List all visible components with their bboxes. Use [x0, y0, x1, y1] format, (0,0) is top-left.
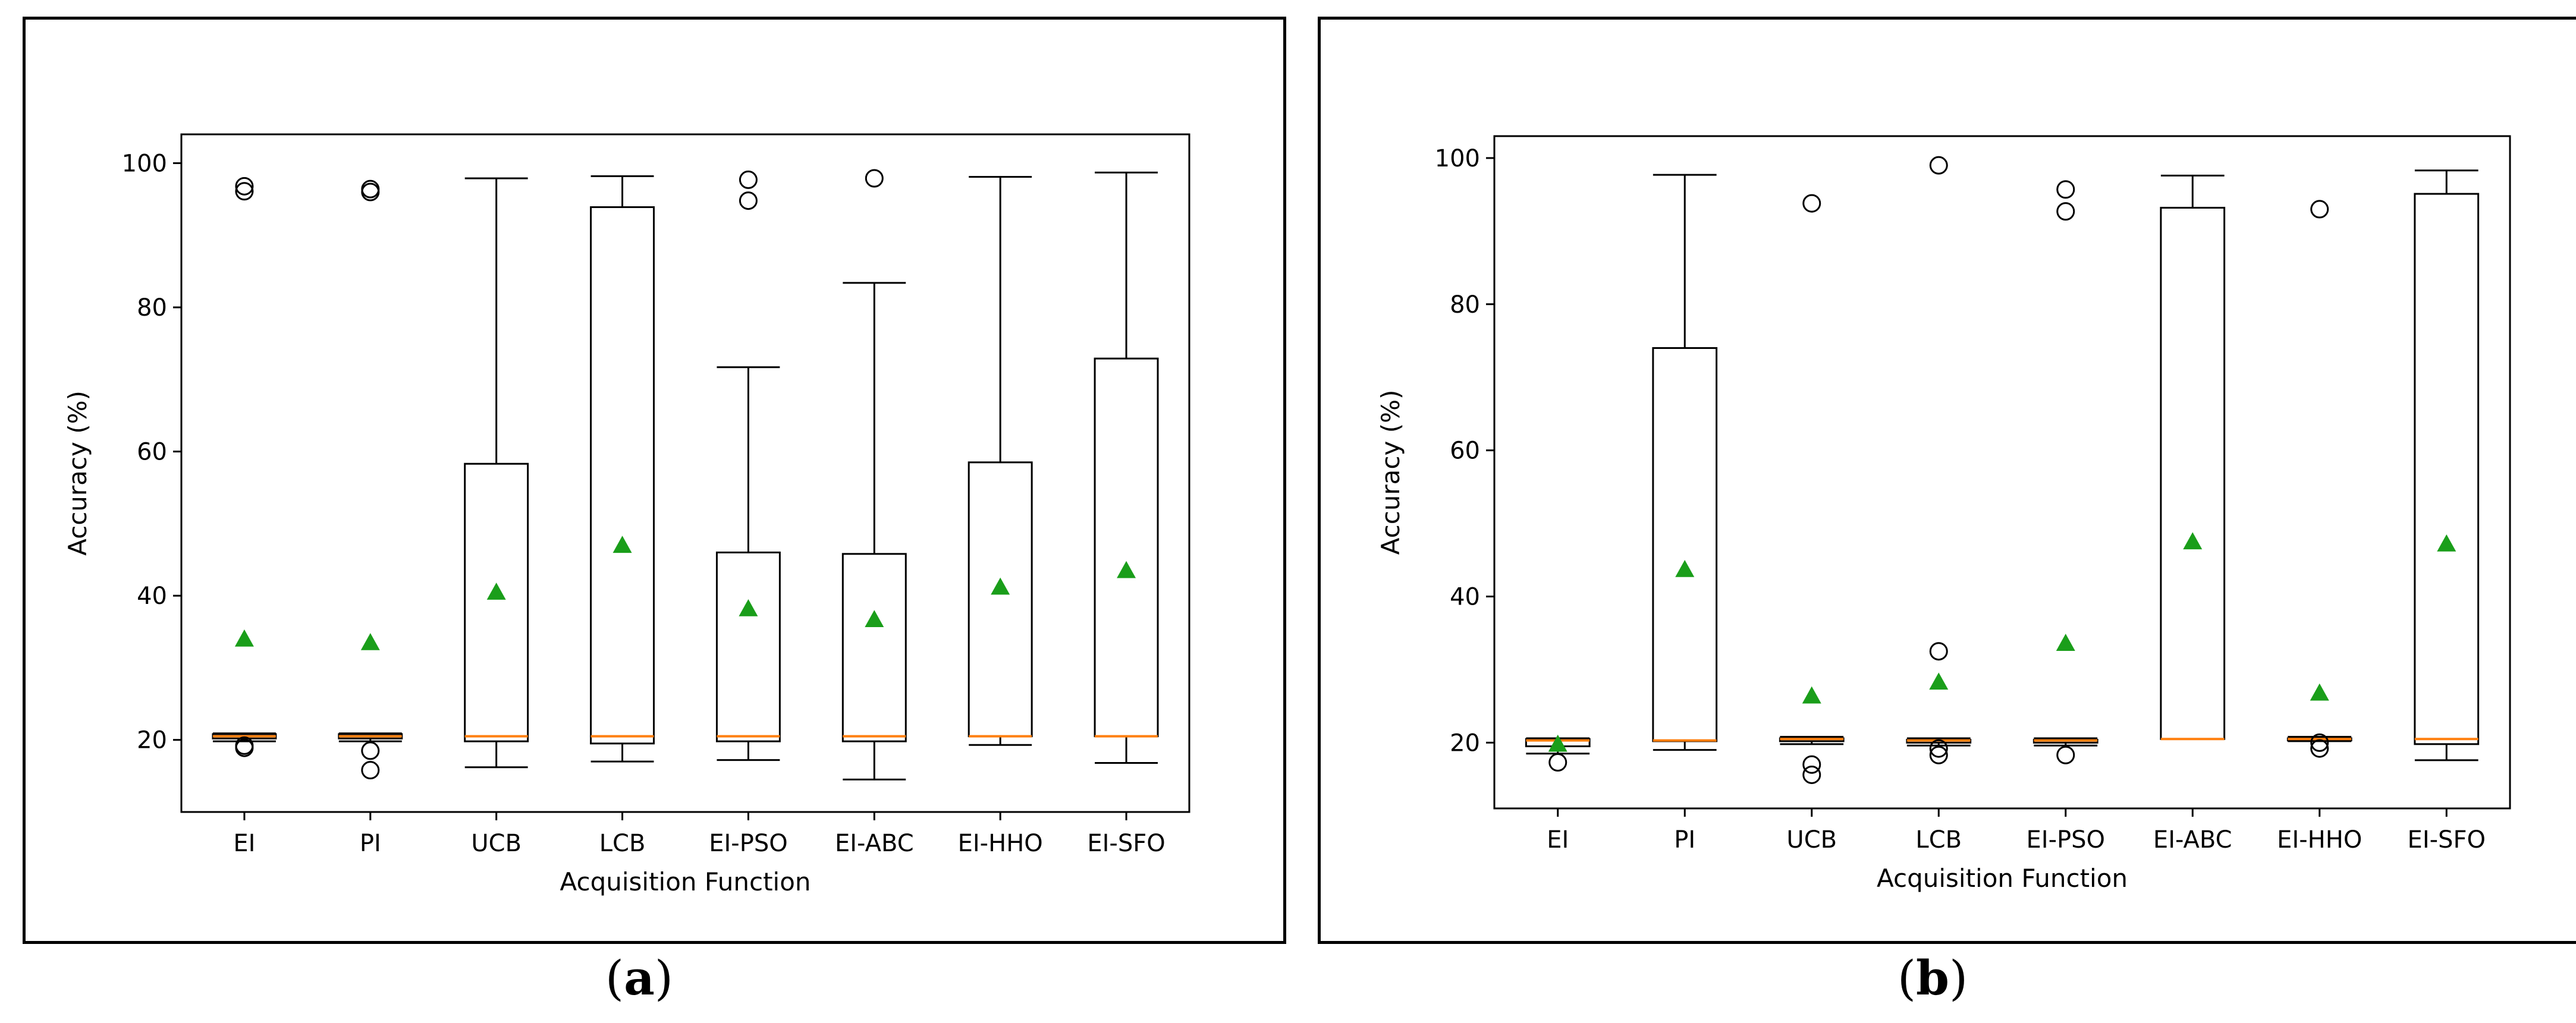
panel-b-xtick-label-ei-sfo: EI-SFO — [2408, 826, 2486, 854]
panel-a-outlier-pi — [361, 741, 380, 760]
panel-a-outlier-pi — [361, 761, 380, 780]
panel-b-ytick-label: 80 — [1450, 291, 1480, 319]
panel-a-xtick-label-pi: PI — [360, 830, 381, 857]
panel-a-plot-frame — [180, 133, 1190, 813]
panel-a-outlier-ei-pso — [739, 170, 758, 189]
panel-b-outlier-ei-pso — [2056, 180, 2075, 199]
boxplot-chart-a: 20 40 60 80 100 Accuracy (%) Acquisition Funct… — [63, 133, 1190, 896]
panel-b-ytick-label: 40 — [1450, 583, 1480, 610]
panel-a-xtick-label-ei-abc: EI-ABC — [835, 830, 914, 857]
panel-a-y-axis-label: Accuracy (%) — [63, 391, 92, 556]
panel-a-outlier-ei — [235, 182, 254, 201]
panel-a-x-axis-label: Acquisition Function — [560, 867, 811, 896]
panel-a-xtick-label-ei-sfo: EI-SFO — [1087, 830, 1165, 857]
panel-b-xtick-label-ucb: UCB — [1786, 826, 1837, 854]
panel-a-xtick-label-ei-pso: EI-PSO — [709, 830, 788, 857]
panel-a-xtick-label-ei-hho: EI-HHO — [958, 830, 1043, 857]
panel-b-xtick-label-ei-pso: EI-PSO — [2027, 826, 2106, 854]
panel-b-mean-marker-ei-hho — [2310, 683, 2329, 701]
panel-b-xtick-label-ei-hho: EI-HHO — [2277, 826, 2362, 854]
panel-b-y-axis-label: Accuracy (%) — [1376, 390, 1405, 555]
panel-a-outlier-ei-abc — [865, 169, 884, 188]
panel-b-xtick-label-ei-abc: EI-ABC — [2153, 826, 2232, 854]
panel-a-ytick-label: 100 — [122, 150, 167, 178]
panel-a-outlier-ei — [235, 177, 254, 196]
panel-a-box-lcb — [590, 206, 655, 745]
panel-a-mean-marker-ei-pso — [739, 599, 758, 616]
panel-b-outlier-ucb — [1802, 755, 1821, 774]
panel-a-xtick-label-lcb: LCB — [599, 830, 646, 857]
panel-a-box-ei-sfo — [1094, 357, 1159, 738]
panel-b-outlier-ei — [1548, 753, 1567, 772]
panel-b-mean-marker-ei-abc — [2183, 532, 2203, 550]
panel-a-mean-marker-lcb — [612, 536, 632, 553]
panel-a-ytick-label: 20 — [137, 727, 167, 754]
panel-caption-b: (b) — [1897, 950, 1968, 1006]
panel-b-box-ei-sfo — [2414, 193, 2480, 745]
panel-a-mean-marker-ei-abc — [865, 610, 884, 627]
panel-b-plot-frame — [1493, 135, 2511, 810]
panel-a-mean-marker-ei — [234, 629, 254, 647]
panel-b-x-axis-label: Acquisition Function — [1877, 864, 2128, 893]
panel-b-outlier-lcb — [1929, 156, 1948, 175]
panel-b-ytick-label: 20 — [1450, 729, 1480, 757]
panel-b-mean-marker-ei-pso — [2056, 634, 2075, 651]
panel-a-box-ucb — [464, 462, 529, 742]
panel-b-outlier-ucb — [1802, 765, 1821, 784]
panel-b-box-pi — [1652, 347, 1718, 742]
panel-a-mean-marker-ei-hho — [991, 577, 1010, 595]
panel-b-xtick-label-pi: PI — [1674, 826, 1695, 854]
panel-b-outlier-ei-hho — [2310, 200, 2329, 219]
panel-a-box-ei-pso — [715, 551, 781, 742]
panel-a-ytick-label: 60 — [137, 439, 167, 466]
panel-a-ytick-label: 80 — [137, 294, 167, 322]
panel-b-outlier-ei-hho — [2310, 739, 2329, 758]
panel-caption-a: (a) — [605, 950, 674, 1006]
panel-b-mean-marker-ei-sfo — [2437, 534, 2456, 552]
panel-a-xtick-label-ei: EI — [233, 830, 255, 857]
panel-b-mean-marker-ucb — [1802, 686, 1821, 704]
panel-a-outlier-pi — [361, 182, 380, 202]
panel-b-box-ei-abc — [2160, 206, 2226, 740]
panel-b-outlier-ei-pso — [2056, 745, 2075, 764]
panel-b-outlier-lcb — [1929, 745, 1948, 764]
panel-a-mean-marker-pi — [360, 633, 380, 650]
chart-panel-b: 20 40 60 80 100 Accuracy (%) Acquisition Funct… — [1318, 17, 2576, 944]
boxplot-chart-b: 20 40 60 80 100 Accuracy (%) Acquisition Funct… — [1376, 135, 2511, 893]
panel-a-outlier-ei-pso — [739, 191, 758, 210]
panel-a-outlier-ei — [235, 738, 254, 757]
panel-b-xtick-label-ei: EI — [1547, 826, 1569, 854]
panel-b-mean-marker-pi — [1675, 560, 1695, 577]
panel-b-ytick-label: 60 — [1450, 437, 1480, 465]
panel-a-ytick-label: 40 — [137, 583, 167, 610]
panel-a-box-ei-hho — [967, 461, 1033, 738]
panel-b-outlier-lcb — [1929, 642, 1948, 661]
panel-b-outlier-ucb — [1802, 194, 1821, 213]
panel-b-outlier-ei-pso — [2056, 202, 2075, 221]
panel-b-xtick-label-lcb: LCB — [1915, 826, 1962, 854]
panel-b-mean-marker-ei — [1548, 734, 1567, 752]
panel-b-mean-marker-lcb — [1929, 672, 1949, 690]
chart-panel-a: 20 40 60 80 100 Accuracy (%) Acquisition Funct… — [23, 17, 1286, 944]
panel-a-mean-marker-ei-sfo — [1117, 561, 1136, 578]
panel-b-outlier-ei-hho — [2310, 733, 2329, 752]
panel-a-xtick-label-ucb: UCB — [471, 830, 522, 857]
panel-b-outlier-lcb — [1929, 739, 1948, 758]
panel-a-box-ei-abc — [841, 553, 907, 742]
panel-b-ytick-label: 100 — [1435, 145, 1480, 172]
panel-a-mean-marker-ucb — [486, 583, 506, 600]
